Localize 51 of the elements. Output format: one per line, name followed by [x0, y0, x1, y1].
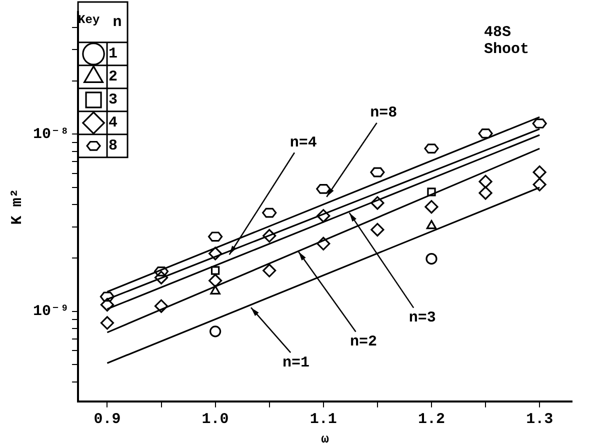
point	[370, 196, 384, 210]
annotation: n=8	[370, 104, 398, 122]
point	[210, 326, 222, 338]
point	[370, 167, 385, 178]
legend-label: 4	[108, 114, 118, 132]
x-tick-label: 1.3	[526, 411, 554, 428]
point	[208, 232, 223, 242]
annotation: 48S	[484, 24, 512, 41]
point	[210, 266, 220, 275]
point	[316, 184, 331, 194]
x-tick-label: 0.9	[94, 411, 121, 428]
point	[262, 228, 276, 243]
annotation: n=4	[290, 134, 317, 152]
point	[210, 285, 220, 294]
point	[532, 178, 546, 192]
point	[426, 220, 437, 230]
point	[100, 316, 114, 330]
legend-label: 1	[108, 46, 118, 63]
point	[154, 270, 168, 284]
x-tick-label: 1.0	[202, 411, 229, 428]
annotation: n=2	[350, 334, 378, 351]
annotation: n=3	[408, 310, 436, 327]
point	[262, 208, 277, 218]
point	[424, 200, 438, 214]
y-tick-label: 10⁻⁸	[32, 126, 70, 144]
annotation: n=1	[282, 354, 310, 372]
point	[478, 186, 492, 200]
point	[316, 209, 330, 223]
point	[208, 246, 222, 260]
legend-label: 3	[108, 92, 118, 109]
annotation: n	[112, 14, 122, 31]
legend-title: Key	[78, 13, 100, 28]
point	[426, 252, 438, 265]
x-axis-title: ω	[321, 431, 330, 446]
annotation: Shoot	[484, 40, 530, 58]
y-tick-label: 10⁻⁹	[32, 303, 70, 320]
point	[427, 188, 436, 196]
y-axis-title: K m²	[8, 188, 26, 225]
legend-label: 2	[108, 68, 118, 86]
point	[424, 144, 439, 154]
point	[370, 222, 384, 236]
point	[100, 298, 114, 312]
legend-label: 8	[108, 138, 118, 155]
point	[478, 174, 492, 188]
point	[316, 236, 330, 250]
x-tick-label: 1.1	[310, 411, 337, 428]
point	[154, 299, 168, 313]
x-tick-label: 1.2	[418, 411, 445, 428]
point	[262, 264, 276, 278]
point	[532, 165, 546, 180]
point	[208, 274, 222, 288]
